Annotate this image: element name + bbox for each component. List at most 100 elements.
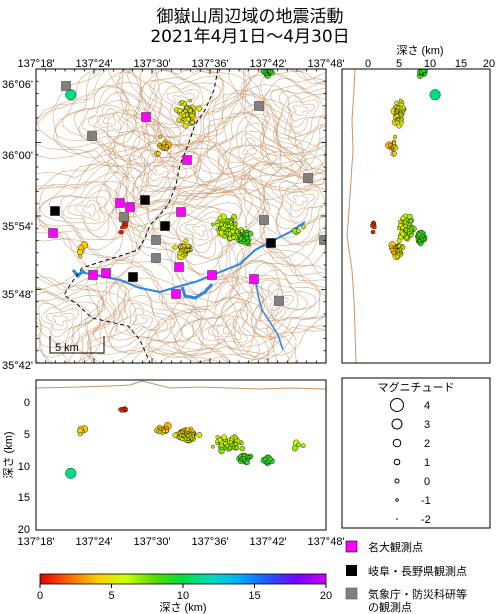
hypocenter-ns <box>398 219 403 224</box>
hypocenter-ns <box>396 117 400 121</box>
hypocenter-ns <box>408 219 413 224</box>
hypocenter-ns <box>396 249 400 253</box>
ew-lon-tick: 137°42' <box>249 536 286 548</box>
hypocenter-ns <box>395 110 399 114</box>
title-line2: 2021年4月1日～4月30日 <box>150 27 350 47</box>
station-marker <box>128 272 138 282</box>
hypocenter-ns <box>372 225 377 230</box>
colorbar-tick: 20 <box>320 590 332 602</box>
station-marker <box>160 221 170 231</box>
hypocenter-ew <box>180 437 185 442</box>
epicenter <box>219 222 224 227</box>
epicenter <box>181 113 187 118</box>
hypocenter-ew <box>225 443 230 448</box>
map-stations <box>48 81 326 306</box>
station-marker <box>266 238 276 248</box>
lon-tick-label: 137°48' <box>307 58 344 70</box>
hypocenter-ew <box>191 432 195 436</box>
hypocenter-ew <box>160 427 164 431</box>
epicenter <box>217 215 223 221</box>
epicenter <box>239 229 244 233</box>
station-marker <box>303 173 313 183</box>
hypocenter-ns <box>394 100 399 106</box>
hypocenter-ew <box>211 444 215 449</box>
epicenter <box>180 100 185 105</box>
hypocenter-ns <box>404 235 410 240</box>
epicenter <box>161 141 166 146</box>
hypocenter-ew <box>246 455 250 459</box>
hypocenter-ew <box>120 409 124 413</box>
station-marker <box>50 206 60 216</box>
station-legend: 名大観測点 岐阜・長野県観測点 気象庁・防災科研等 の観測点 <box>345 540 467 614</box>
ns-tick: 0 <box>365 58 371 70</box>
epicenter <box>118 230 123 235</box>
depth-colorbar: 0 5 10 15 20 深さ (km) <box>37 573 332 614</box>
hypocenter-ew <box>157 430 162 435</box>
hypocenter-ns <box>400 107 404 111</box>
hypocenter-ns <box>399 252 402 255</box>
ns-depth-section: 深さ (km) 0 5 10 15 20 <box>341 44 495 364</box>
ew-hypocenters <box>65 406 306 479</box>
station-marker <box>254 101 264 111</box>
mag-label: 3 <box>424 419 430 431</box>
mag-label: -2 <box>421 514 431 526</box>
hypocenter-ns <box>389 248 394 252</box>
station-marker <box>176 207 186 217</box>
hypocenter-ew <box>240 452 243 455</box>
hypocenter-ew <box>181 433 185 437</box>
scale-bar: 5 km <box>49 336 105 354</box>
hypocenter-ns <box>371 230 376 235</box>
hypocenter-ew <box>300 443 306 449</box>
epicenter <box>65 89 77 101</box>
hypocenter-ns <box>404 227 409 232</box>
mag-label: 4 <box>424 400 430 412</box>
hypocenter-ns <box>400 231 406 237</box>
epicenter <box>182 122 189 129</box>
ns-axis-label: 深さ (km) <box>396 44 443 57</box>
lat-tick-label: 36°06' <box>2 79 33 91</box>
hypocenter-ew <box>78 432 83 437</box>
colorbar-tick: 0 <box>37 590 43 602</box>
hypocenter-ns <box>407 222 412 227</box>
station-marker <box>87 131 97 141</box>
mag-symbol-2 <box>392 438 402 448</box>
station-marker <box>88 270 98 280</box>
hypocenter-ew <box>176 435 180 439</box>
mag-symbol-3 <box>391 418 403 430</box>
epicenter <box>232 226 237 231</box>
epicenter <box>215 227 219 232</box>
mag-symbol-4 <box>390 398 404 412</box>
hypocenter-ns <box>396 105 401 110</box>
ew-depth-section: 深さ (km) 0 5 10 15 20 137°18' 137°24' 137… <box>2 379 345 548</box>
ew-tick: 0 <box>24 397 30 409</box>
ew-tick: 5 <box>24 429 30 441</box>
mag-symbol-0 <box>394 478 400 484</box>
lon-tick-label: 137°24' <box>75 58 112 70</box>
hypocenter-ew <box>184 432 187 435</box>
hypocenter-ns <box>396 244 401 249</box>
hypocenter-ew <box>265 461 269 465</box>
map-tick-marks <box>35 68 327 364</box>
epicenter <box>186 107 190 111</box>
lat-tick-label: 35°42' <box>2 360 33 372</box>
mag-label: 1 <box>424 457 430 469</box>
hypocenter-ew <box>165 429 169 433</box>
station-marker <box>48 228 58 238</box>
epicenter <box>241 238 246 243</box>
epicenter <box>183 238 189 244</box>
station-marker <box>115 198 125 208</box>
hypocenter-ew <box>172 432 178 438</box>
map-lon-labels: 137°18' 137°24' 137°30' 137°36' 137°42' … <box>17 58 344 70</box>
epicenter <box>160 145 164 149</box>
hypocenter-ns <box>393 134 398 139</box>
epicenter <box>157 134 162 139</box>
station-marker <box>61 81 71 91</box>
hypocenter-ns <box>397 226 401 231</box>
epicenter <box>211 222 215 227</box>
ew-lon-tick: 137°48' <box>307 536 344 548</box>
hypocenter-ns <box>409 230 413 234</box>
hypocenter-ew <box>219 443 224 448</box>
lat-tick-label: 35°48' <box>2 289 33 301</box>
lat-tick-label: 35°54' <box>2 221 33 233</box>
epicenter <box>156 151 161 156</box>
